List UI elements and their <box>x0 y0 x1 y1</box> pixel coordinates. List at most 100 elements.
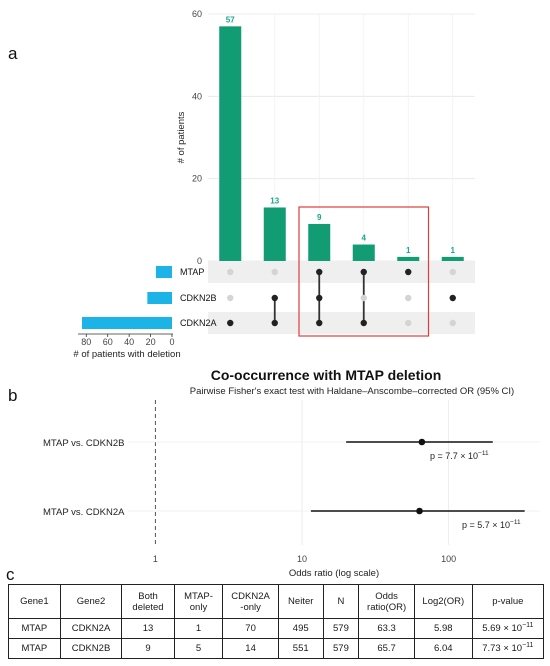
table-row: MTAP CDKN2B 9 5 14 551 579 65.7 6.04 7.73 × 10−11 <box>8 638 545 659</box>
table-header-cell: Gene1 <box>8 584 61 619</box>
forest-row-label: MTAP vs. CDKN2B <box>43 438 124 449</box>
forest-plot: Co-occurrence with MTAP deletion Pairwise… <box>43 367 540 579</box>
table-header-cell: Both deleted <box>121 584 175 619</box>
matrix-dot-active <box>316 294 323 302</box>
matrix-dot-active <box>360 319 367 327</box>
set-size-tick-label: 20 <box>146 337 156 347</box>
forest-subtitle: Pairwise Fisher's exact test with Haldan… <box>190 386 514 397</box>
matrix-dot-active <box>271 319 278 327</box>
set-size-tick-label: 40 <box>124 337 134 347</box>
table-cell: MTAP <box>8 618 61 639</box>
results-table-container: Gene1 Gene2 Both deleted MTAP-only CDKN2A -onl… <box>8 584 545 659</box>
matrix-dot-inactive <box>271 268 278 276</box>
table-header-cell: p-value <box>471 584 545 619</box>
y-tick-label: 60 <box>192 9 202 19</box>
matrix-dot-active <box>449 294 456 302</box>
x-tick-label: 1 <box>153 554 158 564</box>
matrix-dot-active <box>316 268 323 276</box>
matrix-dot-active <box>271 294 278 302</box>
p-value-annotation: p = 5.7 × 10−11 <box>462 519 521 530</box>
results-table: Gene1 Gene2 Both deleted MTAP-only CDKN2A -onl… <box>8 584 545 659</box>
figure-canvas: a 0 20 40 60 # of patients 57 13 9 4 1 1 MTAP CDKN2B… <box>6 9 540 584</box>
table-cell: 6.04 <box>413 638 473 659</box>
set-size-bar <box>82 317 172 329</box>
set-size-bar <box>155 266 172 278</box>
upset-plot: 0 20 40 60 # of patients 57 13 9 4 1 1 MTAP CDKN2B CD… <box>73 9 475 360</box>
matrix-dot-active <box>316 319 323 327</box>
table-cell: 13 <box>121 618 175 639</box>
matrix-dot-inactive <box>405 294 412 302</box>
matrix-dot-active <box>405 268 412 276</box>
table-cell: 579 <box>322 638 360 659</box>
table-cell: 9 <box>121 638 175 659</box>
table-header-cell: Odds ratio(OR) <box>358 584 415 619</box>
matrix-dot-inactive <box>449 268 456 276</box>
set-label: MTAP <box>180 267 204 277</box>
forest-row-label: MTAP vs. CDKN2A <box>43 507 125 518</box>
matrix-dot-inactive <box>405 319 412 327</box>
table-cell: 1 <box>173 618 224 639</box>
table-cell: 579 <box>322 618 360 639</box>
highlight-box <box>298 206 430 337</box>
y-tick-label: 20 <box>192 174 202 184</box>
table-cell: 5.98 <box>413 618 473 639</box>
matrix-row-band <box>208 312 475 334</box>
matrix-dot-inactive <box>360 294 367 302</box>
y-axis-title: # of patients <box>176 111 187 163</box>
table-header-cell: CDKN2A -only <box>222 584 279 619</box>
matrix-dot-inactive <box>227 268 234 276</box>
x-tick-label: 10 <box>297 554 307 564</box>
p-value-annotation: p = 7.7 × 10−11 <box>430 450 489 461</box>
intersection-bar <box>219 26 242 261</box>
table-cell-p-value: 7.73 × 10−11 <box>471 638 545 659</box>
intersection-bar <box>397 256 420 261</box>
odds-ratio-point <box>416 507 423 515</box>
matrix-dot-active <box>360 268 367 276</box>
x-axis-title: Odds ratio (log scale) <box>289 568 379 579</box>
bar-value-label: 57 <box>226 15 235 24</box>
intersection-bar <box>308 223 331 261</box>
table-header-cell: MTAP-only <box>173 584 224 619</box>
bar-value-label: 9 <box>317 213 322 222</box>
table-cell: CDKN2A <box>59 618 123 639</box>
table-cell: 551 <box>277 638 324 659</box>
table-cell: 63.3 <box>358 618 415 639</box>
table-cell: 70 <box>222 618 279 639</box>
matrix-row-band <box>208 261 475 283</box>
bar-value-label: 1 <box>451 246 456 255</box>
table-header-cell: Log2(OR) <box>413 584 473 619</box>
set-size-axis-title: # of patients with deletion <box>73 349 180 360</box>
table-cell: CDKN2B <box>59 638 123 659</box>
panel-label-c: c <box>6 565 15 584</box>
table-header-cell: Neiter <box>277 584 324 619</box>
set-label: CDKN2A <box>180 318 217 328</box>
matrix-dot-inactive <box>227 294 234 302</box>
table-cell: 65.7 <box>358 638 415 659</box>
y-tick-label: 40 <box>192 91 202 101</box>
panel-label-b: b <box>8 386 17 405</box>
set-size-tick-label: 0 <box>169 337 174 347</box>
bar-value-label: 1 <box>406 246 411 255</box>
bar-value-label: 4 <box>362 234 367 243</box>
intersection-bar <box>352 244 375 261</box>
set-size-tick-label: 80 <box>81 337 91 347</box>
set-size-tick-label: 60 <box>103 337 113 347</box>
table-row: MTAP CDKN2A 13 1 70 495 579 63.3 5.98 5.69 × 10−1… <box>8 618 545 639</box>
table-cell: 5 <box>173 638 224 659</box>
forest-title: Co-occurrence with MTAP deletion <box>211 367 442 383</box>
panel-label-a: a <box>8 44 18 63</box>
intersection-bar <box>441 256 464 261</box>
matrix-dot-active <box>227 319 234 327</box>
table-cell: 14 <box>222 638 279 659</box>
y-tick-label: 0 <box>197 256 202 266</box>
matrix-dot-inactive <box>449 319 456 327</box>
odds-ratio-point <box>418 438 426 446</box>
intersection-bar <box>263 207 286 261</box>
table-header-row: Gene1 Gene2 Both deleted MTAP-only CDKN2A -onl… <box>8 584 545 619</box>
table-cell: MTAP <box>8 638 61 659</box>
x-tick-label: 100 <box>441 554 456 564</box>
bar-value-label: 13 <box>270 196 279 205</box>
set-size-bar <box>147 292 172 304</box>
table-header-cell: N <box>322 584 360 619</box>
table-header-cell: Gene2 <box>59 584 123 619</box>
